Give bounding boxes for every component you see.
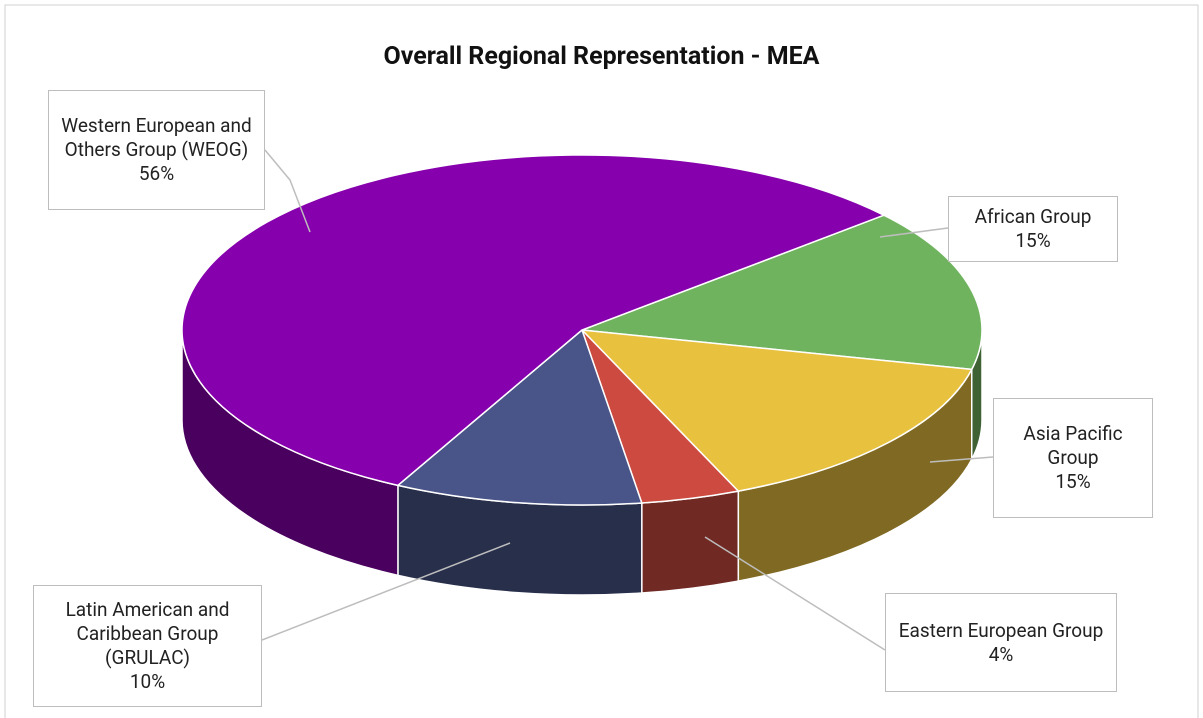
label-value: 56% <box>138 162 175 185</box>
slice-side <box>641 490 740 594</box>
label-name: Asia Pacific Group <box>1023 422 1123 469</box>
label-value: 15% <box>1015 229 1051 252</box>
label-name: African Group <box>974 205 1092 228</box>
chart-title: Overall Regional Representation - MEA <box>383 42 820 71</box>
slice <box>396 328 643 506</box>
chart-frame <box>4 4 1199 718</box>
slice <box>581 214 983 371</box>
data-label: Eastern European Group 4% <box>885 593 1117 692</box>
leader-line <box>264 149 311 233</box>
slice <box>580 329 973 492</box>
label-value: 15% <box>1055 470 1091 493</box>
label-value: 10% <box>129 670 166 693</box>
leader-line <box>261 542 511 641</box>
leader-line <box>879 227 949 238</box>
label-value: 4% <box>988 642 1014 666</box>
data-label: African Group 15% <box>948 196 1118 262</box>
leader-line <box>704 536 886 651</box>
slice <box>181 154 886 487</box>
label-name: Latin American and Caribbean Group (GRUL… <box>65 598 230 669</box>
data-label: Asia Pacific Group 15% <box>993 398 1153 518</box>
data-label: Western European and Others Group (WEOG)… <box>48 90 265 210</box>
label-name: Western European and Others Group (WEOG) <box>61 114 252 161</box>
label-name: Eastern European Group <box>898 618 1104 642</box>
data-label: Latin American and Caribbean Group (GRUL… <box>33 585 262 707</box>
leader-line <box>929 456 994 463</box>
